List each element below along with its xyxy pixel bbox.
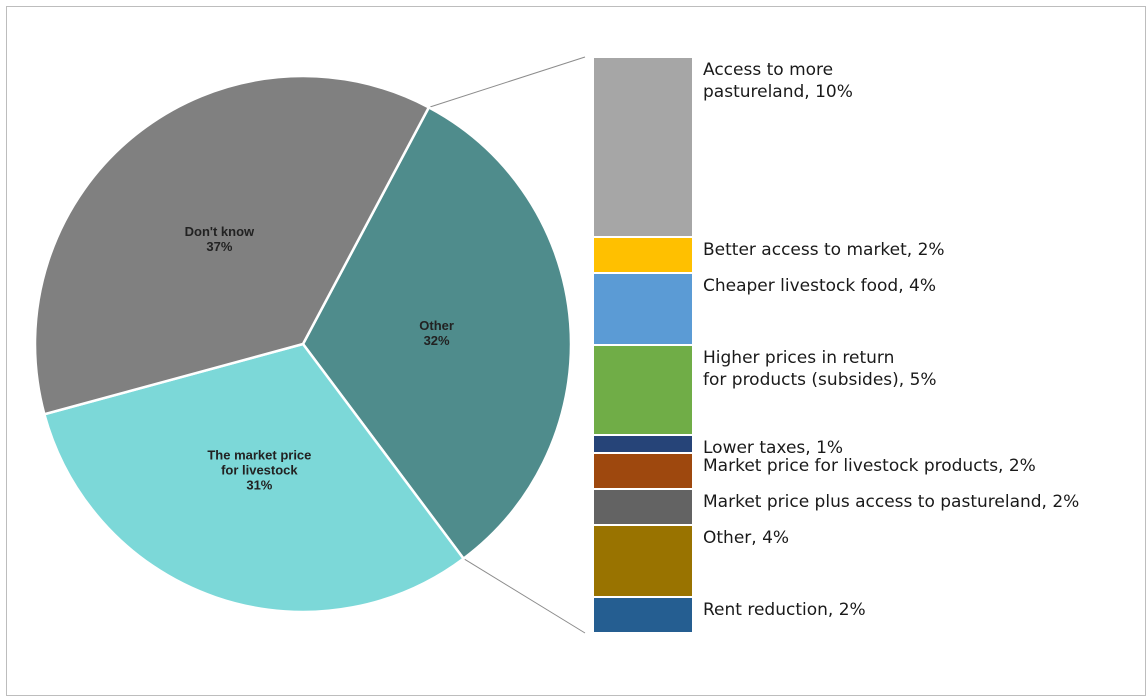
pie-slice-don-t-know	[33, 74, 431, 416]
bar-label-line: Rent reduction, 2%	[703, 600, 866, 620]
pie-label-line: for livestock	[221, 463, 298, 478]
bar-segment-access-to-more	[592, 56, 694, 238]
pie-label-the-market-price: The market price for livestock 31%	[207, 448, 311, 493]
bar-label-market-price-plus-access-to-pastureland-2: Market price plus access to pastureland,…	[703, 492, 1079, 512]
pie-label-line: Other	[419, 318, 454, 333]
stacked-bar	[592, 56, 694, 634]
bar-label-higher-prices-in-return: Higher prices in return for products (sub…	[703, 348, 937, 390]
bar-label-line: Better access to market, 2%	[703, 240, 945, 260]
bar-label-line: Market price for livestock products, 2%	[703, 456, 1036, 476]
pie-label-line: 31%	[246, 478, 272, 493]
connector-top	[428, 56, 586, 108]
bar-segment-other-4	[592, 524, 694, 598]
connector-bottom	[463, 558, 586, 634]
pie-label-line: 37%	[206, 239, 232, 254]
bar-label-market-price-for-livestock-products-2: Market price for livestock products, 2%	[703, 456, 1036, 476]
bar-segment-lower-taxes-1	[592, 434, 694, 454]
connector-lines	[428, 56, 586, 634]
bar-label-line: Lower taxes, 1%	[703, 438, 843, 458]
pie	[33, 74, 573, 614]
pie-label-line: 32%	[424, 333, 450, 348]
pie-slice-the-market-price	[42, 342, 466, 614]
bar-label-other-4: Other, 4%	[703, 528, 789, 548]
pie-label-other: Other 32%	[419, 318, 454, 348]
pie-label-don-t-know: Don't know 37%	[185, 224, 255, 254]
pie-labels: Other 32% The market price for livestock 31%…	[185, 224, 454, 493]
bar-labels: Access to more pastureland, 10% Better acc…	[703, 60, 1079, 620]
bar-label-line: Higher prices in return	[703, 348, 894, 368]
bar-segment-higher-prices-in-return	[592, 344, 694, 436]
pie-label-line: Don't know	[185, 224, 255, 239]
bar-label-line: pastureland, 10%	[703, 82, 853, 102]
bar-label-line: Access to more	[703, 60, 833, 80]
bar-segment-better-access-to-market-2	[592, 236, 694, 274]
bar-label-line: Cheaper livestock food, 4%	[703, 276, 936, 296]
bar-label-line: for products (subsides), 5%	[703, 370, 937, 390]
bar-label-better-access-to-market-2: Better access to market, 2%	[703, 240, 945, 260]
bar-label-lower-taxes-1: Lower taxes, 1%	[703, 438, 843, 458]
bar-segment-rent-reduction-2	[592, 596, 694, 634]
bar-label-line: Other, 4%	[703, 528, 789, 548]
bar-label-line: Market price plus access to pastureland,…	[703, 492, 1079, 512]
bar-label-rent-reduction-2: Rent reduction, 2%	[703, 600, 866, 620]
bar-segment-cheaper-livestock-food-4	[592, 272, 694, 346]
bar-label-access-to-more: Access to more pastureland, 10%	[703, 60, 853, 102]
bar-label-cheaper-livestock-food-4: Cheaper livestock food, 4%	[703, 276, 936, 296]
bar-segment-market-price-plus-access-to-pastureland-2	[592, 488, 694, 526]
bar-segment-market-price-for-livestock-products-2	[592, 452, 694, 490]
pie-label-line: The market price	[207, 448, 311, 463]
